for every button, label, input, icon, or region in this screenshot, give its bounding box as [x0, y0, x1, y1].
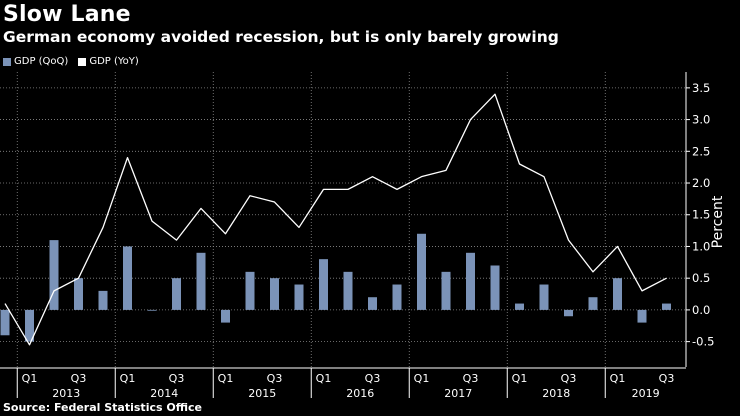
y-tick-label: 0.5: [692, 271, 710, 285]
y-tick-label: 2.0: [692, 176, 710, 190]
bar-qoq: [221, 309, 230, 323]
x-tick-label-quarter: Q1: [414, 372, 430, 385]
legend-label-yoy: GDP (YoY): [89, 56, 139, 67]
legend-swatch-yoy: [78, 57, 87, 66]
bar-qoq: [0, 309, 10, 336]
legend-label-qoq: GDP (QoQ): [14, 56, 69, 67]
x-tick-label-year: 2017: [444, 387, 472, 400]
bar-qoq: [25, 309, 34, 342]
x-tick-label-quarter: Q3: [71, 372, 87, 385]
line-yoy: [4, 93, 667, 346]
bar-qoq: [123, 246, 132, 310]
bar-qoq: [588, 297, 598, 310]
bar-layer: [0, 233, 671, 342]
bar-qoq: [196, 252, 206, 310]
y-tick-label: -0.5: [692, 335, 714, 349]
y-tick-label: 1.5: [692, 208, 710, 222]
y-axis-label: Percent: [710, 195, 726, 248]
x-tick-label-quarter: Q1: [316, 372, 332, 385]
y-tick-label: 1.0: [692, 239, 710, 253]
bar-qoq: [368, 297, 377, 310]
bar-qoq: [564, 309, 573, 317]
x-tick-label-quarter: Q1: [120, 372, 136, 385]
x-tick-label-year: 2014: [150, 387, 178, 400]
y-tick-label: 3.0: [692, 113, 710, 127]
bar-qoq: [539, 284, 549, 310]
bar-qoq: [613, 278, 622, 310]
bar-qoq: [441, 271, 451, 310]
bar-qoq: [49, 240, 59, 310]
x-tick-label-quarter: Q3: [267, 372, 283, 385]
x-tick-label-quarter: Q3: [169, 372, 185, 385]
x-tick-label-quarter: Q3: [365, 372, 381, 385]
chart-title: Slow Lane: [3, 2, 131, 27]
bar-qoq: [490, 265, 500, 310]
x-tick-label-quarter: Q3: [463, 372, 479, 385]
x-tick-label-year: 2018: [542, 387, 570, 400]
x-tick-label-year: 2016: [346, 387, 374, 400]
bar-qoq: [245, 271, 255, 310]
bar-qoq: [662, 303, 671, 310]
y-tick-label: 3.5: [692, 81, 710, 95]
bar-qoq: [637, 309, 647, 323]
x-tick-label-year: 2015: [248, 387, 276, 400]
bar-qoq: [515, 303, 524, 310]
x-tick-label-year: 2013: [52, 387, 80, 400]
bar-qoq: [343, 271, 353, 310]
bar-qoq: [417, 233, 426, 310]
x-tick-label-quarter: Q1: [512, 372, 528, 385]
y-tick-label: 2.5: [692, 144, 710, 158]
grid-layer: [0, 72, 686, 367]
y-tick-label: 0.0: [692, 303, 710, 317]
bar-qoq: [294, 284, 304, 310]
x-tick-label-quarter: Q1: [22, 372, 38, 385]
x-tick-label-quarter: Q1: [610, 372, 626, 385]
bar-qoq: [98, 290, 108, 310]
legend-swatch-qoq: [3, 57, 11, 66]
x-tick-label-quarter: Q3: [561, 372, 577, 385]
x-tick-label-quarter: Q1: [218, 372, 234, 385]
legend-item-qoq: GDP (QoQ): [3, 56, 68, 67]
line-layer: [4, 93, 667, 346]
chart-subtitle: German economy avoided recession, but is…: [3, 28, 559, 46]
legend: GDP (QoQ) GDP (YoY): [3, 56, 139, 67]
bar-qoq: [147, 309, 157, 311]
x-tick-label-year: 2019: [632, 387, 660, 400]
source-note: Source: Federal Statistics Office: [3, 401, 202, 414]
x-tick-label-quarter: Q3: [659, 372, 675, 385]
bar-qoq: [392, 284, 402, 310]
bar-qoq: [172, 278, 181, 310]
legend-item-yoy: GDP (YoY): [78, 56, 139, 67]
bar-qoq: [74, 278, 83, 310]
bar-qoq: [466, 252, 475, 310]
axis-layer: -0.5 0.0 0.5 1.0 1.5 2.0 2.5 3.0 3.5 Percent Q1 Q3 Q…: [0, 72, 726, 400]
bar-qoq: [270, 278, 279, 310]
bar-qoq: [319, 259, 328, 310]
